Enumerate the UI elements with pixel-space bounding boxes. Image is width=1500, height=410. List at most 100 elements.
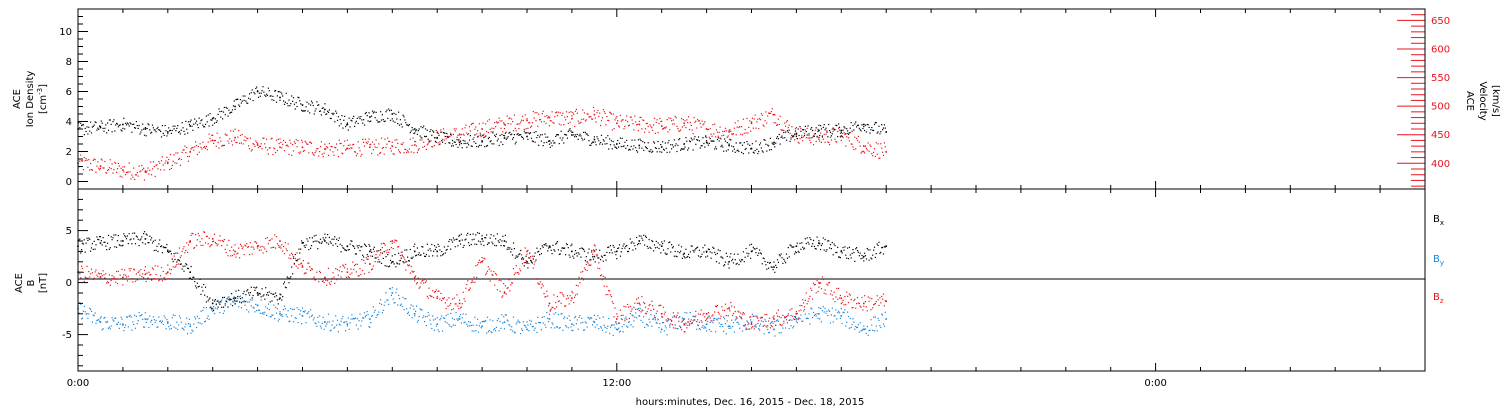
velocity-point — [774, 114, 776, 116]
density-point — [266, 94, 269, 97]
velocity-point — [593, 110, 595, 112]
density-point — [369, 121, 371, 123]
velocity-point — [718, 131, 720, 133]
velocity-point — [248, 145, 250, 147]
bz-point — [333, 276, 335, 278]
bx-point — [451, 241, 454, 243]
bx-point — [691, 245, 693, 247]
density-point — [242, 95, 244, 97]
bz-point — [745, 327, 747, 329]
bx-point — [700, 255, 702, 258]
density-point — [533, 131, 535, 134]
bz-point — [286, 250, 288, 252]
by-point — [798, 317, 800, 319]
by-point — [299, 313, 301, 315]
density-point — [651, 151, 653, 153]
density-point — [819, 134, 821, 137]
density-tick-label: 2 — [66, 147, 72, 158]
bz-point — [445, 307, 447, 310]
density-point — [194, 118, 196, 120]
bz-point — [706, 318, 708, 320]
by-point — [275, 312, 278, 314]
by-point — [85, 313, 87, 315]
bx-point — [122, 244, 124, 246]
bz-point — [262, 252, 264, 254]
density-point — [550, 142, 552, 144]
bz-point — [195, 234, 197, 236]
bx-point — [847, 258, 850, 260]
bx-point — [243, 290, 245, 293]
velocity-point — [582, 109, 584, 111]
bx-point — [534, 252, 536, 254]
velocity-point — [497, 121, 499, 123]
by-point — [511, 326, 513, 328]
velocity-point — [737, 120, 739, 122]
velocity-point — [302, 150, 304, 152]
by-point — [689, 312, 691, 314]
bx-point — [314, 240, 316, 242]
velocity-point — [465, 124, 467, 126]
velocity-point — [304, 140, 306, 142]
density-point — [275, 90, 277, 92]
velocity-tick-label: 450 — [1431, 130, 1450, 141]
by-point — [289, 320, 291, 322]
velocity-point — [277, 138, 279, 140]
bx-point — [266, 294, 268, 296]
bz-point — [269, 239, 271, 241]
velocity-point — [379, 152, 381, 154]
bx-point — [229, 298, 231, 300]
density-point — [564, 133, 566, 136]
velocity-point — [251, 149, 253, 151]
bx-point — [683, 256, 685, 258]
by-point — [168, 326, 170, 328]
bx-point — [348, 249, 350, 251]
by-point — [142, 318, 144, 320]
velocity-point — [254, 145, 256, 147]
velocity-point — [531, 122, 533, 124]
by-point — [492, 320, 494, 322]
bx-point — [864, 252, 866, 254]
bz-point-anchor — [683, 323, 685, 325]
by-point — [345, 321, 348, 323]
bz-point — [438, 290, 440, 292]
by-point — [817, 317, 819, 319]
bz-point — [222, 239, 224, 242]
velocity-point — [847, 132, 849, 135]
velocity-point — [653, 117, 656, 119]
bx-point — [671, 247, 674, 249]
bz-point — [386, 252, 388, 254]
bz-point — [735, 316, 737, 318]
by-point — [356, 318, 358, 320]
density-point — [601, 143, 603, 145]
bz-point — [365, 257, 367, 259]
velocity-point — [345, 148, 348, 150]
by-point — [389, 287, 391, 290]
bz-point — [631, 308, 633, 310]
bz-point — [280, 247, 282, 249]
bz-point — [356, 263, 358, 265]
bx-point — [568, 254, 570, 256]
bx-point — [795, 252, 797, 254]
density-point — [549, 146, 551, 148]
velocity-point — [786, 120, 788, 122]
bx-point — [685, 248, 687, 250]
density-point — [425, 135, 427, 137]
bx-point — [337, 239, 339, 242]
density-point — [116, 122, 118, 124]
bz-point — [515, 265, 517, 267]
bx-point — [128, 233, 130, 235]
density-point — [140, 131, 142, 133]
density-point — [788, 129, 790, 131]
bz-point — [459, 307, 462, 309]
by-point — [583, 329, 585, 331]
density-point — [379, 121, 381, 123]
velocity-point — [386, 143, 388, 145]
by-point — [441, 315, 443, 317]
bz-point — [151, 279, 153, 281]
bz-point — [702, 314, 704, 316]
bz-point-anchor — [99, 276, 102, 279]
by-point — [325, 325, 327, 327]
by-point — [443, 317, 445, 319]
by-point — [823, 311, 825, 313]
bx-point — [882, 253, 885, 255]
